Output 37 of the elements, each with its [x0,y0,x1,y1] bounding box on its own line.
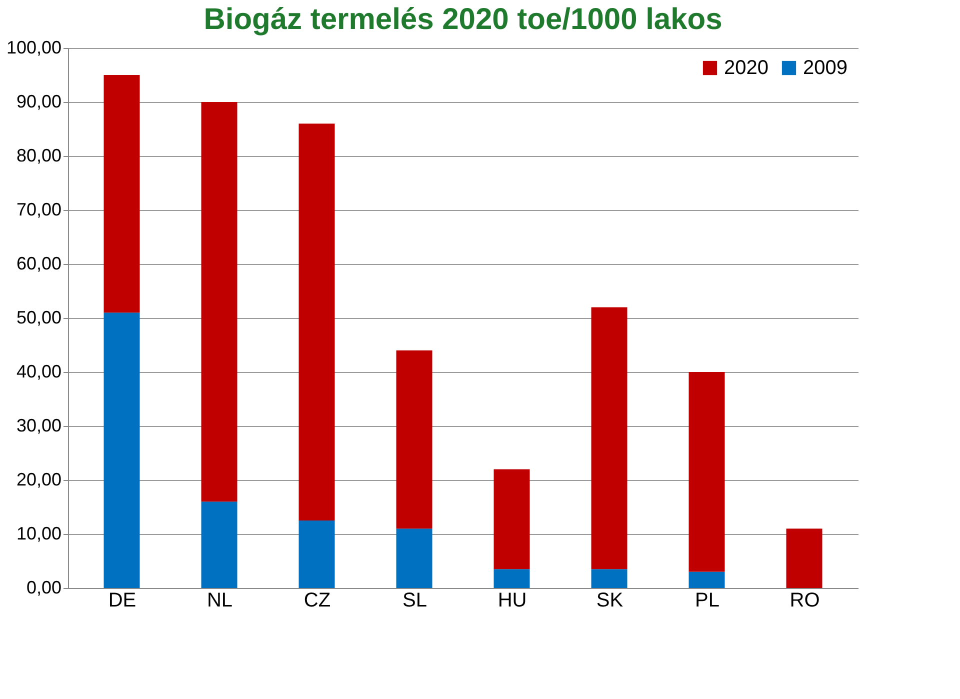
bar [494,569,530,588]
bar [201,502,238,588]
y-tick-label: 40,00 [16,362,62,382]
y-tick-label: 10,00 [16,524,62,544]
y-tick-label: 20,00 [16,470,62,490]
x-tick-label: SL [402,590,427,612]
y-tick-label: 90,00 [16,92,62,112]
y-tick-label: 80,00 [16,146,62,166]
legend-label: 2009 [803,57,848,79]
x-tick-label: PL [695,590,720,612]
bar [591,569,628,588]
x-tick-label: NL [206,590,233,612]
bar [688,572,725,588]
bar [494,469,530,570]
y-tick-label: 30,00 [16,416,62,436]
legend-label: 2020 [724,57,768,79]
y-tick-label: 50,00 [16,308,62,328]
chart-title: Biogáz termelés 2020 toe/1000 lakos [204,3,722,36]
bar [786,528,822,588]
bar [201,102,238,502]
y-tick-label: 100,00 [6,38,62,58]
bar [396,528,432,588]
bar [104,312,140,588]
bar [298,520,335,588]
x-tick-label: HU [498,590,527,612]
bar [591,307,628,570]
bar [298,124,335,520]
x-tick-label: DE [108,590,136,612]
x-tick-label: CZ [304,590,331,612]
bar [396,350,432,529]
bar [104,75,140,313]
bar [688,372,725,572]
x-tick-label: RO [790,590,820,612]
y-tick-label: 0,00 [26,578,62,598]
x-tick-label: SK [596,590,624,612]
y-tick-label: 60,00 [16,254,62,274]
y-tick-label: 70,00 [16,200,62,220]
